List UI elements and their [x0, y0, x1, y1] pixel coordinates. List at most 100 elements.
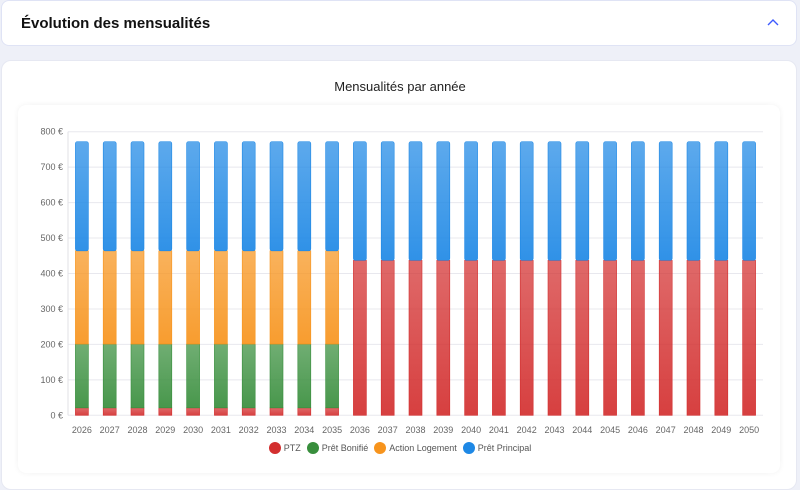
- chart-panel: [18, 105, 780, 473]
- bar-segment-ptz: [214, 407, 228, 416]
- bar-segment-pr-t-principal: [714, 141, 729, 261]
- bar-segment-pr-t-principal: [658, 141, 673, 261]
- bar-segment-action-logement: [269, 250, 284, 345]
- bar-segment-ptz: [130, 407, 145, 416]
- bar-segment-pr-t-principal: [325, 141, 339, 252]
- y-tick-label: 300 €: [40, 304, 63, 314]
- bar-segment-pr-t-principal: [603, 141, 617, 261]
- bar-segment-ptz: [742, 260, 756, 416]
- x-tick-label: 2041: [489, 425, 509, 435]
- bar-segment-action-logement: [325, 250, 339, 345]
- bar-segment-pr-t-principal: [186, 141, 200, 252]
- x-tick-label: 2029: [155, 425, 175, 435]
- bar-segment-pr-t-bonifi-: [297, 343, 312, 409]
- bar-segment-pr-t-bonifi-: [186, 343, 200, 409]
- bar-segment-pr-t-bonifi-: [102, 343, 117, 409]
- bar-segment-action-logement: [130, 250, 145, 345]
- section-title: Évolution des mensualités: [21, 15, 211, 32]
- bar-segment-ptz: [464, 260, 478, 416]
- bar-segment-pr-t-bonifi-: [241, 343, 256, 409]
- x-tick-label: 2037: [378, 425, 398, 435]
- bar-segment-ptz: [241, 407, 256, 416]
- y-tick-label: 800 €: [40, 127, 63, 137]
- legend-item[interactable]: PTZ: [268, 442, 301, 454]
- bar-segment-ptz: [658, 260, 673, 416]
- bar-segment-ptz: [492, 260, 506, 416]
- bar-segment-ptz: [186, 407, 200, 416]
- y-tick-label: 0 €: [50, 410, 63, 420]
- bar-segment-action-logement: [102, 250, 117, 345]
- x-tick-label: 2038: [405, 425, 425, 435]
- bar-segment-pr-t-principal: [269, 141, 284, 252]
- x-tick-label: 2030: [183, 425, 203, 435]
- y-tick-label: 500 €: [40, 233, 63, 243]
- x-tick-label: 2048: [683, 425, 703, 435]
- x-tick-label: 2046: [628, 425, 648, 435]
- y-tick-label: 200 €: [40, 339, 63, 349]
- bar-segment-pr-t-principal: [547, 141, 562, 261]
- section-header[interactable]: Évolution des mensualités: [1, 0, 797, 46]
- bar-segment-ptz: [269, 407, 284, 416]
- bar-segment-pr-t-principal: [631, 141, 645, 261]
- legend-label: Prêt Bonifié: [321, 443, 369, 453]
- bar-segment-pr-t-bonifi-: [75, 343, 89, 409]
- chart-title: Mensualités par année: [334, 79, 466, 94]
- bar-segment-pr-t-bonifi-: [130, 343, 145, 409]
- legend-item[interactable]: Action Logement: [374, 442, 457, 454]
- legend-label: PTZ: [283, 443, 301, 453]
- legend-dot-icon: [462, 442, 475, 454]
- bar-segment-action-logement: [241, 250, 256, 345]
- legend-dot-icon: [374, 442, 387, 454]
- y-tick-label: 100 €: [40, 375, 63, 385]
- legend-item[interactable]: Prêt Bonifié: [306, 442, 369, 454]
- bar-segment-pr-t-principal: [353, 141, 367, 261]
- bar-segment-ptz: [519, 260, 534, 416]
- bar-segment-ptz: [436, 260, 451, 416]
- bar-segment-pr-t-principal: [102, 141, 117, 252]
- x-tick-label: 2042: [517, 425, 537, 435]
- bar-segment-ptz: [325, 407, 339, 416]
- bar-segment-pr-t-principal: [214, 141, 228, 252]
- bar-segment-ptz: [547, 260, 562, 416]
- bar-segment-action-logement: [297, 250, 312, 345]
- bar-segment-pr-t-principal: [519, 141, 534, 261]
- stacked-bar-chart: 0 € 100 € 200 € 300 € 400 € 500 € 600 € 700 € 80…: [40, 127, 763, 435]
- bar-segment-pr-t-principal: [380, 141, 395, 261]
- x-tick-label: 2036: [350, 425, 370, 435]
- bar-segment-pr-t-principal: [575, 141, 590, 261]
- bar-segment-pr-t-principal: [742, 141, 756, 261]
- y-tick-label: 400 €: [40, 269, 63, 279]
- bar-segment-pr-t-principal: [130, 141, 145, 252]
- x-tick-label: 2050: [739, 425, 759, 435]
- bar-segment-pr-t-principal: [75, 141, 89, 252]
- bar-segment-ptz: [631, 260, 645, 416]
- chevron-up-icon[interactable]: [765, 15, 781, 31]
- y-tick-label: 700 €: [40, 162, 63, 172]
- legend-label: Prêt Principal: [477, 443, 532, 453]
- bar-segment-pr-t-principal: [158, 141, 173, 252]
- bar-segment-ptz: [158, 407, 173, 416]
- legend-dot-icon: [306, 442, 319, 454]
- y-tick-label: 600 €: [40, 198, 63, 208]
- x-tick-label: 2026: [72, 425, 92, 435]
- bar-segment-action-logement: [214, 250, 228, 345]
- x-tick-label: 2033: [266, 425, 286, 435]
- chart-legend: PTZ Prêt Bonifié Action Logement Prêt Princ…: [0, 442, 800, 454]
- x-tick-label: 2039: [433, 425, 453, 435]
- bar-segment-ptz: [408, 260, 423, 416]
- x-tick-label: 2040: [461, 425, 481, 435]
- bar-segment-ptz: [297, 407, 312, 416]
- x-tick-label: 2031: [211, 425, 231, 435]
- bar-segment-pr-t-bonifi-: [158, 343, 173, 409]
- bar-segment-ptz: [102, 407, 117, 416]
- legend-label: Action Logement: [389, 443, 457, 453]
- x-tick-label: 2043: [544, 425, 564, 435]
- bar-segment-ptz: [603, 260, 617, 416]
- x-tick-label: 2045: [600, 425, 620, 435]
- x-tick-label: 2028: [127, 425, 147, 435]
- bar-segment-ptz: [353, 260, 367, 416]
- bar-segment-pr-t-bonifi-: [269, 343, 284, 409]
- legend-item[interactable]: Prêt Principal: [462, 442, 532, 454]
- bar-segment-action-logement: [186, 250, 200, 345]
- x-tick-label: 2047: [656, 425, 676, 435]
